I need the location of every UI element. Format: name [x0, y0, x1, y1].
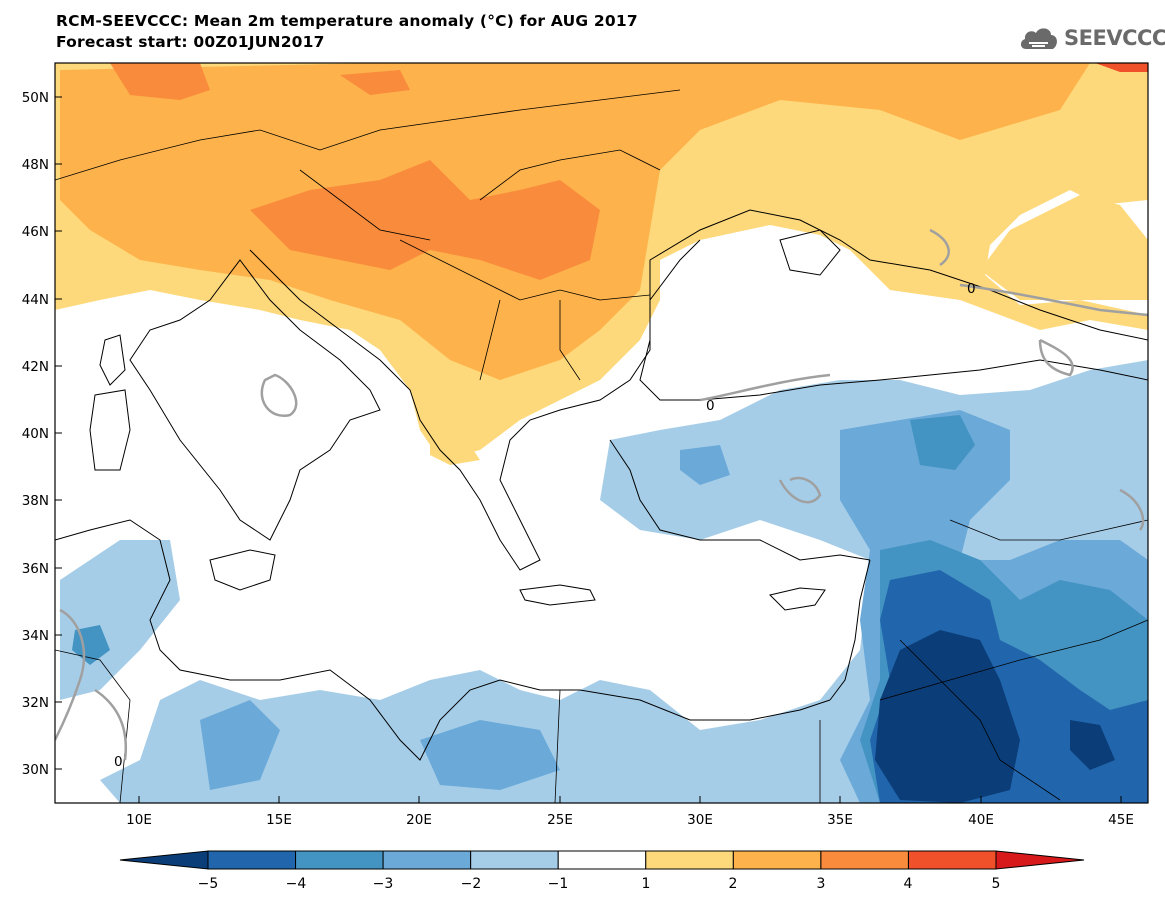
lat-label: 30N: [22, 762, 49, 778]
coastlines: [55, 89, 1148, 803]
lat-label: 42N: [22, 359, 49, 375]
lon-label: 45E: [1108, 812, 1134, 828]
cold-anomaly-field: [200, 700, 280, 790]
contour-label: 0: [967, 281, 976, 297]
cold-anomaly-field: [680, 445, 730, 485]
lat-label: 32N: [22, 695, 49, 711]
contour-label: 0: [114, 754, 123, 770]
warm-anomaly-field: [110, 63, 210, 100]
colorbar-swatch: [820, 850, 909, 870]
colorbar-label: 3: [817, 876, 826, 892]
colorbar-swatch: [207, 850, 297, 870]
latitude-axis: [55, 96, 62, 770]
latitude-labels: 50N 48N 46N 44N 42N 40N 38N 36N 34N 32N …: [22, 90, 49, 778]
colorbar-swatch: [645, 850, 734, 870]
colorbar-label: 1: [642, 876, 651, 892]
crimea-coastline: [779, 229, 841, 276]
colorbar-swatch: [557, 850, 647, 870]
sardinia-coastline: [89, 389, 131, 471]
lat-label: 34N: [22, 628, 49, 644]
lat-label: 50N: [22, 90, 49, 106]
lat-label: 48N: [22, 157, 49, 173]
cloud-icon: [1020, 28, 1057, 49]
lat-label: 46N: [22, 224, 49, 240]
colorbar-swatch: [470, 850, 559, 870]
logo-text: SEEVCCC: [1064, 26, 1165, 50]
longitude-axis: [138, 796, 1122, 803]
colorbar-label: −3: [373, 876, 394, 892]
map-area: 0 0 0: [55, 63, 1148, 803]
cold-anomaly-field: [875, 630, 1020, 803]
lon-label: 15E: [266, 812, 292, 828]
contour-label: 0: [706, 398, 715, 414]
colorbar-label: 2: [729, 876, 738, 892]
colorbar-label: −2: [461, 876, 482, 892]
lon-label: 35E: [827, 812, 853, 828]
balkan-coastline: [249, 239, 701, 571]
lat-label: 38N: [22, 493, 49, 509]
colorbar-arrow-high: [995, 850, 1085, 870]
warm-anomaly-field: [1095, 63, 1148, 72]
warm-anomaly-field: [340, 70, 410, 95]
colorbar-swatch: [732, 850, 822, 870]
colorbar-label: −1: [548, 876, 569, 892]
colorbar-label: −5: [198, 876, 219, 892]
sicily-coastline: [209, 549, 276, 591]
lon-label: 25E: [547, 812, 573, 828]
lat-label: 40N: [22, 426, 49, 442]
italy-coastline: [129, 259, 381, 541]
cyprus-coastline: [769, 587, 826, 611]
colorbar-swatch: [295, 850, 384, 870]
cold-anomaly-field: [910, 415, 975, 470]
colorbar-label: −4: [286, 876, 307, 892]
lon-label: 30E: [687, 812, 713, 828]
cold-anomaly-field: [1070, 720, 1115, 770]
corsica-coastline: [99, 334, 126, 386]
colorbar-label: 5: [992, 876, 1001, 892]
zero-contours: [55, 228, 1148, 761]
country-borders: [55, 89, 1148, 803]
seevccc-logo: SEEVCCC: [1018, 22, 1165, 54]
longitude-labels: 10E 15E 20E 25E 30E 35E 40E 45E: [126, 812, 1134, 828]
north-africa-coastline: [55, 519, 831, 761]
colorbar-swatch: [382, 850, 472, 870]
map-subtitle: Forecast start: 00Z01JUN2017: [56, 33, 325, 51]
colorbar-swatch: [907, 850, 997, 870]
colorbar-arrow-low: [119, 850, 209, 870]
lon-label: 40E: [968, 812, 994, 828]
black-sea-coastline: [639, 209, 1148, 401]
colorbar-label: 4: [904, 876, 913, 892]
warm-anomaly-field: [250, 160, 600, 280]
colorbar-labels: −5 −4 −3 −2 −1 1 2 3 4 5: [198, 876, 1001, 892]
map-title: RCM-SEEVCCC: Mean 2m temperature anomaly…: [56, 12, 638, 30]
turkey-south-coastline: [609, 439, 871, 561]
levant-coastline: [829, 559, 871, 701]
crete-coastline: [519, 584, 596, 606]
lon-label: 20E: [406, 812, 432, 828]
cold-anomaly-field: [420, 720, 560, 790]
colorbar: [119, 850, 1085, 870]
lon-label: 10E: [126, 812, 152, 828]
warm-anomaly-field: [430, 440, 480, 465]
lat-label: 44N: [22, 292, 49, 308]
lat-label: 36N: [22, 561, 49, 577]
warm-anomaly-field: [980, 195, 1148, 300]
